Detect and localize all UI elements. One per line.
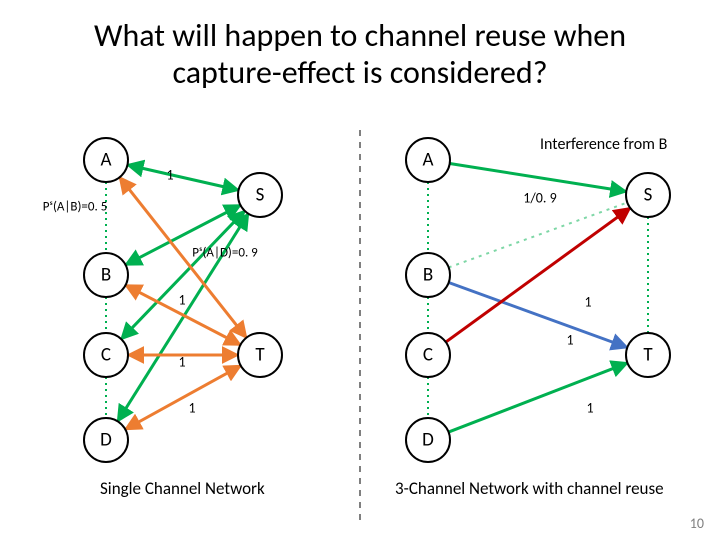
- node-label: B: [101, 264, 111, 287]
- ps-ab-label: Pˢ(A|B)=0. 5: [43, 200, 108, 215]
- edge-solid: [450, 163, 627, 191]
- node-label: T: [255, 344, 265, 367]
- node-label: S: [644, 184, 653, 207]
- edge-weight-label: 1: [584, 294, 591, 311]
- diagram-canvas: A S B C T D 1 1 1 1 A S B C T D 1/0. 9 1 1 1 Pˢ(A|B)=0. 5 Pˢ(…: [0, 0, 720, 540]
- edge-solid: [125, 366, 240, 430]
- edge-weight-label: 1: [178, 354, 185, 371]
- node-label: T: [643, 344, 653, 367]
- caption-right: 3-Channel Network with channel reuse: [395, 478, 664, 499]
- edge-weight-label: 1: [178, 292, 185, 309]
- edge-solid: [446, 208, 630, 342]
- edge-solid: [449, 363, 628, 432]
- node-label: A: [423, 149, 434, 172]
- node-label: D: [100, 429, 112, 452]
- edge-weight-label: 1/0. 9: [523, 190, 556, 207]
- edge-interference: [449, 203, 628, 268]
- node-label: D: [422, 429, 434, 452]
- node-label: B: [423, 264, 433, 287]
- caption-left: Single Channel Network: [100, 478, 265, 499]
- node-label: A: [101, 149, 112, 172]
- edge-weight-label: 1: [188, 400, 195, 417]
- edge-weight-label: 1: [566, 332, 573, 349]
- edge-solid: [449, 283, 628, 348]
- edge-weight-label: 1: [586, 400, 593, 417]
- edge-weight-label: 1: [166, 167, 173, 184]
- node-label: C: [101, 344, 111, 367]
- ps-ad-label: Pˢ(A|D)=0. 9: [192, 246, 258, 261]
- interference-label: Interference from B: [540, 135, 667, 154]
- node-label: S: [256, 184, 265, 207]
- edge-solid: [127, 165, 238, 190]
- node-label: C: [423, 344, 433, 367]
- slide-number: 10: [690, 515, 704, 532]
